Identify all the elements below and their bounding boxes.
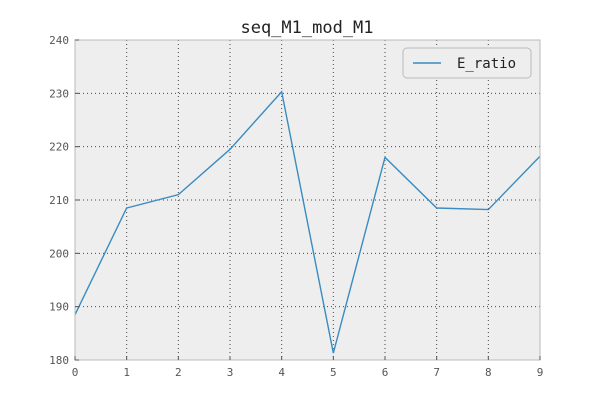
x-tick-label: 1 [123,366,130,379]
legend-label: E_ratio [457,56,516,72]
y-tick-label: 190 [49,301,69,314]
chart-title: seq_M1_mod_M1 [240,18,373,38]
y-tick-label: 200 [49,247,69,260]
x-tick-label: 4 [278,366,285,379]
y-tick-label: 230 [49,87,69,100]
x-tick-label: 8 [485,366,492,379]
x-tick-label: 2 [175,366,182,379]
y-tick-label: 180 [49,354,69,367]
x-tick-label: 6 [382,366,389,379]
x-tick-label: 5 [330,366,337,379]
series-line [74,90,541,354]
series-layer [74,90,541,354]
x-tick-label: 9 [537,366,544,379]
x-tick-label: 0 [72,366,79,379]
legend-box [402,47,532,79]
y-axis-ticks: 180 190 200 210 220 230 240 [49,34,79,367]
y-tick-label: 240 [49,34,69,47]
y-tick-label: 220 [49,141,69,154]
y-tick-label: 210 [49,194,69,207]
x-tick-label: 7 [433,366,440,379]
x-axis-ticks: 0 1 2 3 4 5 6 7 8 9 [72,356,544,379]
x-tick-label: 3 [227,366,234,379]
legend: E_ratio [402,47,532,79]
